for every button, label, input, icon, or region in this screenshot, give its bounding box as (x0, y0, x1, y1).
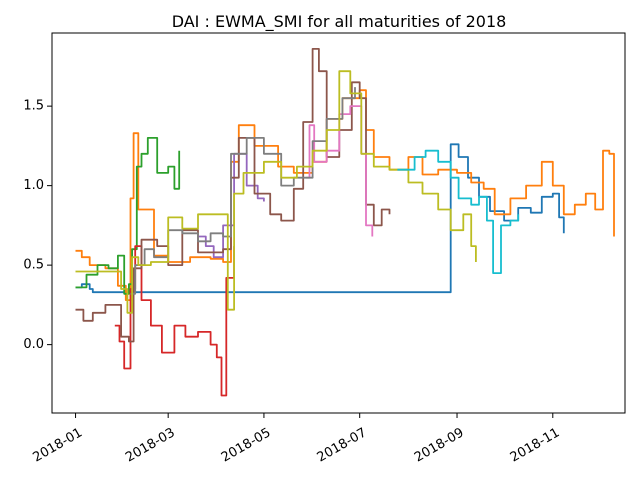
series-line-3 (75, 137, 181, 295)
series-line-9 (75, 70, 477, 314)
plot-frame (51, 32, 626, 414)
y-tick-label: 1.5 (23, 99, 44, 114)
series-line-10 (397, 149, 520, 274)
series-line-8 (130, 87, 356, 295)
series-layer (75, 48, 615, 397)
y-tick-label: 0.5 (23, 258, 44, 273)
chart-title: DAI : EWMA_SMI for all maturities of 201… (172, 12, 507, 32)
series-line-1 (75, 143, 565, 294)
y-axis: 0.0 0.5 1.0 1.5 (23, 99, 52, 352)
y-tick-label: 0.0 (23, 337, 44, 352)
y-tick-label: 1.0 (23, 178, 44, 193)
series-line-4 (114, 245, 235, 397)
